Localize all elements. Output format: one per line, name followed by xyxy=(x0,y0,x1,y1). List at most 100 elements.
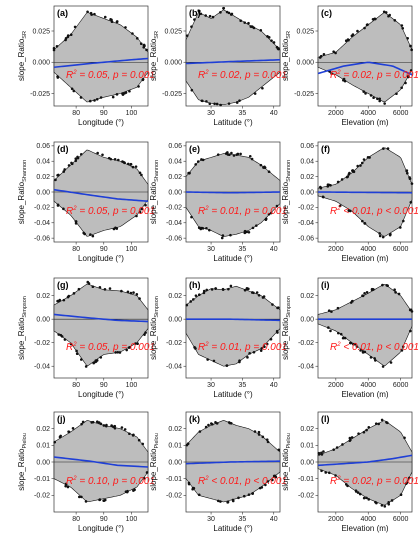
data-envelope xyxy=(185,285,281,367)
data-point xyxy=(144,331,147,334)
data-point xyxy=(250,157,254,161)
data-point xyxy=(62,298,66,302)
x-tick-label: 30 xyxy=(207,110,215,117)
data-point xyxy=(409,44,412,48)
data-point xyxy=(205,100,208,103)
data-point xyxy=(369,356,373,359)
data-point xyxy=(62,207,65,211)
data-point xyxy=(52,48,56,52)
y-tick-label: 0.01 xyxy=(168,443,182,450)
data-point xyxy=(408,176,411,179)
data-point xyxy=(400,24,404,27)
data-point xyxy=(80,422,83,426)
data-point xyxy=(399,493,403,497)
data-point xyxy=(140,207,144,211)
data-point xyxy=(355,345,359,348)
data-point xyxy=(270,39,273,42)
data-point xyxy=(348,439,352,443)
data-point xyxy=(118,351,122,354)
x-tick-label: 100 xyxy=(126,516,138,523)
data-point xyxy=(53,440,57,444)
x-tick-label: 30 xyxy=(207,382,215,389)
data-point xyxy=(205,288,209,292)
stat-text: R2 = 0.05, p = 0.001 xyxy=(66,206,155,217)
panel-label: (e) xyxy=(189,144,200,154)
data-point xyxy=(251,226,255,230)
data-point xyxy=(139,42,143,45)
data-point xyxy=(219,500,222,503)
data-point xyxy=(374,500,377,504)
data-point xyxy=(356,164,359,168)
y-tick-label: 0.02 xyxy=(300,293,314,300)
panel-j: (j) R2 = 0.10, p = 0.001 80 90 100Longitude … xyxy=(17,411,155,533)
data-point xyxy=(115,227,119,230)
data-point xyxy=(401,26,405,30)
data-point xyxy=(89,233,92,236)
data-point xyxy=(131,165,135,169)
data-point xyxy=(131,434,135,437)
data-point xyxy=(251,492,254,495)
data-point xyxy=(405,169,409,172)
data-point xyxy=(384,11,388,14)
data-point xyxy=(56,299,59,303)
data-point xyxy=(350,436,354,439)
data-point xyxy=(222,6,226,10)
data-point xyxy=(125,348,129,352)
data-point xyxy=(123,428,127,431)
data-point xyxy=(220,236,224,240)
data-point xyxy=(71,427,75,430)
panel-a: (a) R2 = 0.05, p = 0.001 80 90 100Longitude … xyxy=(17,5,155,127)
data-point xyxy=(193,18,196,21)
data-point xyxy=(86,280,90,284)
data-point xyxy=(374,422,378,425)
data-point xyxy=(216,153,220,156)
y-tick-label: -0.06 xyxy=(34,235,50,242)
data-point xyxy=(142,45,146,49)
data-point xyxy=(252,291,255,295)
y-tick-label: 0.01 xyxy=(300,443,314,450)
data-point xyxy=(204,14,208,17)
data-point xyxy=(372,96,375,99)
data-point xyxy=(247,493,251,496)
x-tick-label: 6000 xyxy=(393,516,409,523)
y-tick-label: -0.025 xyxy=(162,91,182,98)
data-point xyxy=(262,166,265,169)
data-point xyxy=(343,336,347,340)
data-point xyxy=(117,158,120,162)
data-points xyxy=(185,284,280,367)
data-point xyxy=(367,425,371,429)
data-point xyxy=(70,87,74,91)
data-point xyxy=(387,501,390,504)
panel-e: (e) R2 = 0.01, p = 0.001 30 35 40 Latitude (°… xyxy=(149,141,287,263)
data-point xyxy=(243,288,247,292)
x-tick-label: 6000 xyxy=(393,246,409,253)
y-tick-label: 0.00 xyxy=(36,459,50,466)
data-point xyxy=(361,219,364,223)
x-tick-label: 4000 xyxy=(360,516,376,523)
fit-line xyxy=(317,454,413,467)
y-axis-title: slope_RatioShannon xyxy=(149,160,160,224)
data-point xyxy=(192,486,196,490)
stat-text: R2 = 0.01, p = 0.001 xyxy=(198,206,287,217)
stat-text: R2 = 0.10, p = 0.001 xyxy=(66,476,155,487)
data-point xyxy=(239,152,242,156)
data-point xyxy=(403,436,406,440)
data-point xyxy=(197,493,201,497)
data-point xyxy=(381,365,385,368)
data-point xyxy=(334,474,337,477)
x-axis-title: Elevation (m) xyxy=(341,390,388,399)
data-point xyxy=(121,160,124,163)
data-point xyxy=(75,352,79,356)
data-point xyxy=(376,97,379,101)
panel-label: (k) xyxy=(189,414,200,424)
data-point xyxy=(319,185,322,189)
data-point xyxy=(202,289,206,293)
data-point xyxy=(56,204,60,207)
data-point xyxy=(197,293,201,297)
data-point xyxy=(109,157,113,161)
data-point xyxy=(235,101,239,104)
panel-h: (h) R2 = 0.01, p = 0.001 30 35 40 Latitude (°… xyxy=(149,277,287,399)
data-point xyxy=(389,232,392,236)
data-point xyxy=(211,15,215,19)
y-tick-label: 0.04 xyxy=(36,159,50,166)
